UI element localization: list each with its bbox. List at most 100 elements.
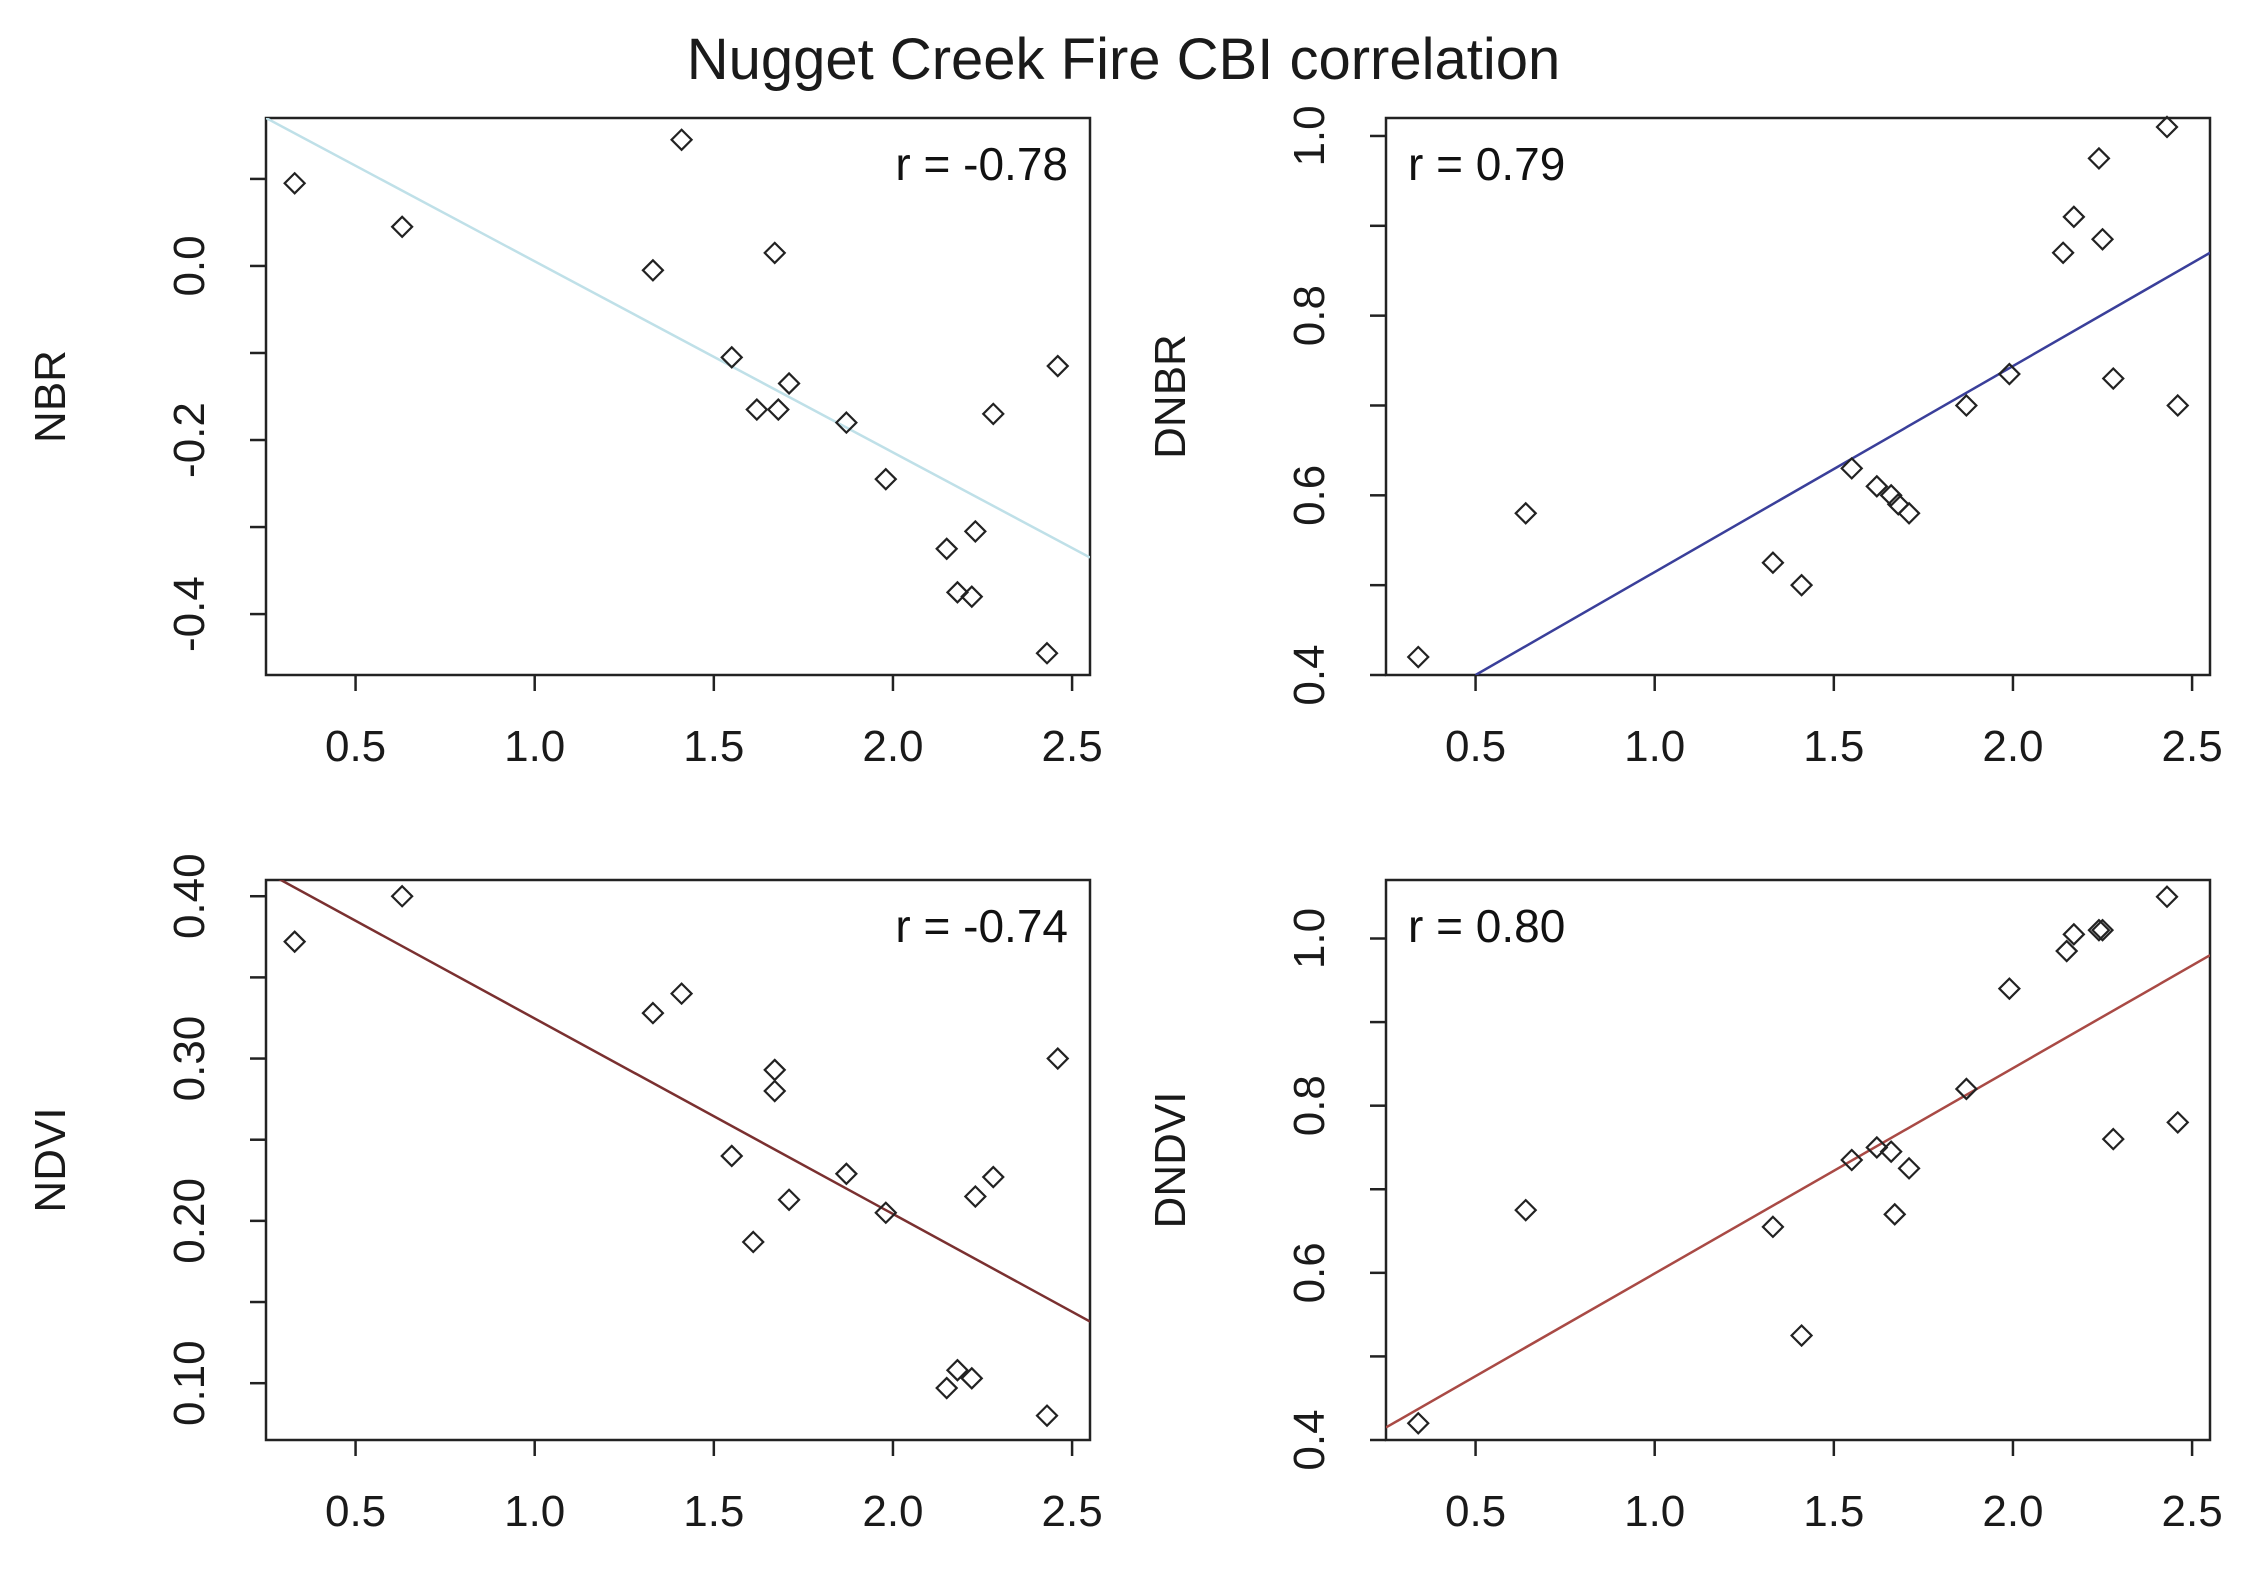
- x-tick-label-nbr: 2.0: [862, 722, 923, 771]
- data-point-dnbr: [2101, 366, 2125, 391]
- figure-title: Nugget Creek Fire CBI correlation: [686, 27, 1561, 92]
- y-axis-title-ndvi: NDVI: [26, 1107, 75, 1212]
- data-point-ndvi: [1035, 1404, 1059, 1428]
- y-tick-label-ndvi: 0.40: [165, 853, 214, 939]
- data-point-ndvi: [390, 884, 414, 908]
- x-tick-label-ndvi: 2.0: [862, 1487, 923, 1536]
- data-point-ndvi: [935, 1376, 959, 1400]
- data-point-dnbr: [1879, 483, 1903, 507]
- y-tick-label-ndvi: 0.30: [165, 1016, 214, 1102]
- data-point-nbr: [283, 171, 307, 195]
- data-point-dndvi: [1514, 1198, 1538, 1222]
- data-point-nbr: [834, 411, 858, 435]
- panel-dndvi: 0.5 1.0 1.5 2.0 2.5 0.4 0.6 0.8 1.0 DNDVI r = 0.80: [1146, 878, 2223, 1536]
- y-axis-title-dndvi: DNDVI: [1146, 1092, 1195, 1229]
- x-tick-label-dndvi: 2.5: [2162, 1487, 2223, 1536]
- y-tick-label-nbr: -0.4: [165, 576, 214, 652]
- data-point-dndvi: [1761, 1215, 1785, 1239]
- plot-frame-dnbr: [1384, 116, 2212, 677]
- y-axis-title-dnbr: DNBR: [1146, 334, 1195, 459]
- x-tick-label-nbr: 1.0: [504, 722, 565, 771]
- data-point-ndvi: [834, 1162, 858, 1186]
- x-tick-label-dnbr: 1.0: [1624, 722, 1685, 771]
- data-point-dnbr: [1886, 492, 1910, 516]
- data-point-dnbr: [2155, 115, 2179, 139]
- x-tick-label-nbr: 0.5: [325, 722, 386, 771]
- data-point-dnbr: [1790, 573, 1814, 597]
- data-point-dndvi: [1997, 977, 2021, 1001]
- data-point-nbr: [1035, 641, 1059, 665]
- data-point-nbr: [763, 241, 787, 265]
- correlation-label-dnbr: r = 0.79: [1408, 138, 1565, 190]
- data-point-dndvi: [2087, 918, 2111, 942]
- data-point-ndvi: [763, 1058, 787, 1082]
- data-point-dnbr: [2062, 205, 2086, 229]
- panel-ndvi: 0.5 1.0 1.5 2.0 2.5 0.10 0.20 0.30 0.40 NDVI r = -…: [26, 853, 1103, 1536]
- y-tick-label-dnbr: 0.6: [1285, 465, 1334, 526]
- data-point-dnbr: [2051, 241, 2075, 265]
- y-axis-title-nbr: NBR: [26, 350, 75, 443]
- data-point-dndvi: [1883, 1202, 1907, 1226]
- data-point-ndvi: [763, 1079, 787, 1103]
- data-point-dnbr: [2087, 146, 2111, 170]
- data-point-ndvi: [1046, 1046, 1070, 1071]
- data-point-nbr: [641, 258, 665, 282]
- x-tick-label-dnbr: 2.5: [2162, 722, 2223, 771]
- data-point-nbr: [945, 580, 969, 604]
- data-point-dndvi: [1954, 1077, 1978, 1101]
- y-tick-label-ndvi: 0.20: [165, 1178, 214, 1264]
- data-point-dnbr: [1840, 456, 1864, 480]
- y-tick-label-nbr: -0.2: [165, 402, 214, 478]
- data-point-dnbr: [1514, 501, 1538, 525]
- data-point-dnbr: [1865, 474, 1889, 498]
- y-tick-label-dnbr: 0.4: [1285, 644, 1334, 705]
- data-point-ndvi: [641, 1001, 665, 1025]
- x-tick-label-dnbr: 2.0: [1982, 722, 2043, 771]
- data-point-dndvi: [2062, 922, 2086, 946]
- x-tick-label-dnbr: 0.5: [1445, 722, 1506, 771]
- data-point-ndvi: [741, 1230, 765, 1254]
- y-tick-label-dndvi: 0.4: [1285, 1409, 1334, 1470]
- data-point-dndvi: [1897, 1156, 1921, 1180]
- x-tick-label-ndvi: 2.5: [1042, 1487, 1103, 1536]
- data-point-nbr: [963, 519, 987, 543]
- data-point-nbr: [960, 585, 984, 609]
- regression-line-dnbr: [1474, 251, 2210, 675]
- y-tick-label-nbr: 0.0: [165, 235, 214, 296]
- data-point-nbr: [745, 397, 769, 422]
- data-point-nbr: [766, 397, 790, 422]
- x-tick-label-dndvi: 0.5: [1445, 1487, 1506, 1536]
- data-point-ndvi: [670, 982, 694, 1006]
- data-point-nbr: [390, 215, 414, 239]
- data-point-dndvi: [2090, 918, 2115, 942]
- y-tick-label-dnbr: 0.8: [1285, 285, 1334, 346]
- data-point-dnbr: [1897, 501, 1921, 525]
- data-point-ndvi: [981, 1165, 1005, 1189]
- regression-line-ndvi: [278, 880, 1090, 1323]
- panel-nbr: 0.5 1.0 1.5 2.0 2.5 -0.4 -0.2 0.0 NBR r = -0.78: [26, 116, 1103, 771]
- data-point-dnbr: [1997, 362, 2021, 386]
- y-tick-label-dnbr: 1.0: [1285, 105, 1334, 166]
- data-point-dndvi: [1865, 1135, 1889, 1160]
- data-point-nbr: [720, 345, 744, 369]
- x-tick-label-nbr: 2.5: [1042, 722, 1103, 771]
- data-point-dndvi: [1790, 1323, 1814, 1348]
- data-point-dndvi: [2101, 1127, 2125, 1151]
- data-point-dnbr: [1761, 551, 1785, 575]
- data-point-ndvi: [720, 1144, 744, 1168]
- x-tick-label-dndvi: 2.0: [1982, 1487, 2043, 1536]
- x-tick-label-ndvi: 1.5: [683, 1487, 744, 1536]
- x-tick-label-dndvi: 1.0: [1624, 1487, 1685, 1536]
- data-point-dnbr: [1406, 645, 1430, 669]
- y-tick-label-dndvi: 0.6: [1285, 1242, 1334, 1303]
- data-point-nbr: [874, 467, 898, 491]
- data-point-dnbr: [2090, 227, 2115, 251]
- x-tick-label-ndvi: 0.5: [325, 1487, 386, 1536]
- y-tick-label-dndvi: 0.8: [1285, 1075, 1334, 1136]
- data-point-nbr: [935, 537, 959, 561]
- correlation-label-dndvi: r = 0.80: [1408, 900, 1565, 952]
- regression-line-dndvi: [1386, 954, 2210, 1429]
- data-point-ndvi: [963, 1184, 987, 1209]
- data-point-ndvi: [874, 1201, 898, 1225]
- plot-frame-dndvi: [1384, 878, 2212, 1442]
